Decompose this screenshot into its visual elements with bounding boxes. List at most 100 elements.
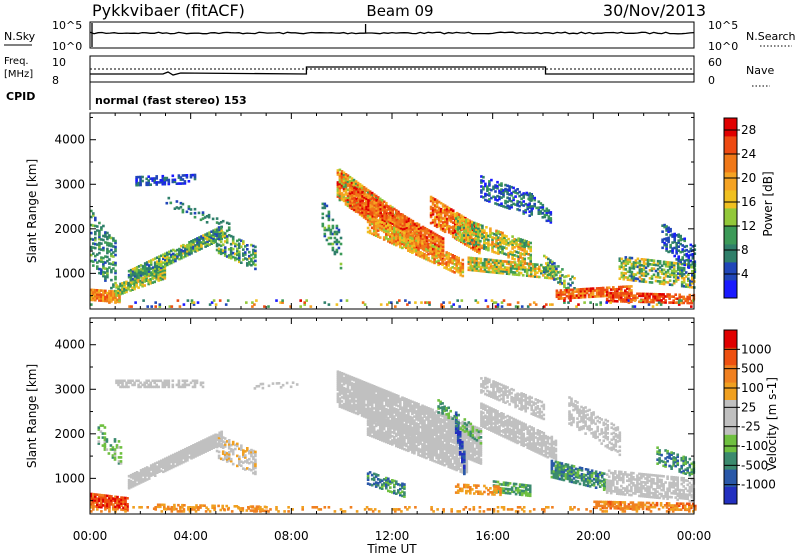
heatmap-cell — [636, 277, 640, 281]
heatmap-cell — [381, 208, 385, 212]
heatmap-cell — [489, 243, 492, 247]
heatmap-cell — [449, 226, 453, 229]
heatmap-cell — [517, 237, 520, 240]
heatmap-cell — [533, 271, 537, 274]
heatmap-cell — [143, 274, 147, 277]
heatmap-cell — [143, 264, 147, 267]
heatmap-cell — [599, 303, 603, 306]
heatmap-cell — [455, 259, 459, 263]
heatmap-cell — [668, 267, 672, 270]
heatmap-cell — [678, 272, 682, 276]
heatmap-cell — [143, 475, 147, 478]
heatmap-cell — [102, 270, 105, 274]
heatmap-cell — [482, 185, 485, 189]
colorbar-segment — [724, 190, 737, 209]
heatmap-cell — [389, 241, 392, 244]
heatmap-cell — [499, 241, 502, 244]
heatmap-cell — [525, 191, 529, 195]
heatmap-cell — [117, 287, 120, 290]
heatmap-cell — [652, 259, 656, 262]
heatmap-cell — [379, 207, 383, 211]
heatmap-cell — [137, 275, 141, 278]
heatmap-cell — [231, 255, 235, 259]
heatmap-cell — [411, 224, 415, 227]
heatmap-cell — [217, 442, 221, 446]
heatmap-cell — [425, 247, 428, 251]
heatmap-cell — [498, 203, 501, 207]
heatmap-cell — [465, 232, 468, 236]
heatmap-cell — [521, 268, 525, 271]
heatmap-cell — [221, 251, 225, 254]
heatmap-cell — [673, 240, 677, 244]
heatmap-cell — [447, 258, 451, 261]
heatmap-cell — [652, 261, 656, 264]
colorbar-frame — [723, 117, 738, 299]
heatmap-cell — [391, 222, 395, 225]
heatmap-cell — [102, 272, 105, 276]
heatmap-cell — [403, 217, 407, 220]
heatmap-cell — [153, 381, 157, 385]
heatmap-cell — [485, 226, 488, 229]
heatmap-cell — [119, 282, 122, 286]
heatmap-cell — [364, 187, 368, 191]
heatmap-cell — [634, 265, 638, 268]
heatmap-cell — [390, 301, 393, 304]
heatmap-cell — [490, 299, 494, 302]
heatmap-cell — [638, 294, 641, 298]
heatmap-cell — [411, 249, 414, 252]
heatmap-cell — [178, 253, 181, 257]
heatmap-cell — [425, 240, 429, 243]
heatmap-cell — [519, 248, 522, 251]
heatmap-cell — [483, 229, 486, 232]
heatmap-cell — [593, 295, 597, 298]
heatmap-cell — [439, 250, 443, 253]
heatmap-cell — [250, 259, 253, 263]
heatmap-cell — [216, 438, 219, 442]
heatmap-cell — [96, 499, 99, 502]
heatmap-cell — [403, 233, 406, 237]
heatmap-cell — [672, 281, 676, 285]
heatmap-cell — [263, 509, 267, 513]
heatmap-cell — [114, 505, 117, 509]
heatmap-cell — [379, 213, 383, 217]
heatmap-cell — [461, 258, 465, 262]
heatmap-cell — [344, 177, 348, 180]
heatmap-cell — [379, 215, 383, 219]
heatmap-cell — [451, 262, 455, 265]
heatmap-cell — [509, 250, 512, 254]
heatmap-cell — [675, 244, 679, 247]
heatmap-cell — [94, 296, 97, 300]
heatmap-cell — [658, 282, 662, 285]
heatmap-cell — [102, 504, 105, 507]
heatmap-cell — [376, 225, 380, 228]
heatmap-cell — [372, 193, 376, 196]
heatmap-cell — [188, 247, 191, 250]
heatmap-cell — [429, 243, 432, 247]
heatmap-cell — [190, 301, 194, 304]
heatmap-cell — [457, 213, 461, 216]
heatmap-cell — [638, 271, 642, 275]
heatmap-cell — [198, 236, 201, 239]
heatmap-cell — [549, 211, 553, 214]
heatmap-cell — [477, 263, 481, 267]
heatmap-cell — [198, 447, 201, 450]
heatmap-cell — [479, 259, 483, 263]
heatmap-cell — [495, 241, 498, 245]
heatmap-cell — [173, 505, 176, 509]
heatmap-cell — [391, 214, 395, 217]
heatmap-cell — [626, 300, 629, 303]
heatmap-cell — [362, 198, 366, 201]
heatmap-cell — [159, 274, 163, 278]
heatmap-cell — [187, 383, 191, 387]
heatmap-cell — [375, 211, 379, 214]
heatmap-cell — [151, 379, 155, 383]
heatmap-cell — [99, 424, 103, 427]
heatmap-cell — [368, 217, 372, 221]
heatmap-cell — [519, 267, 523, 271]
heatmap-cell — [453, 255, 457, 258]
heatmap-cell — [437, 241, 441, 244]
heatmap-cell — [413, 250, 416, 253]
heatmap-cell — [137, 385, 140, 389]
heatmap-cell — [612, 299, 615, 303]
